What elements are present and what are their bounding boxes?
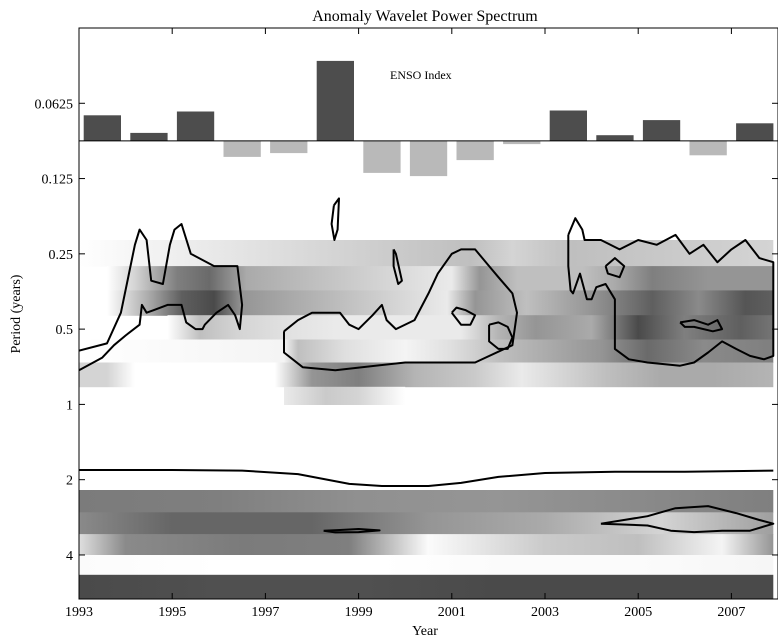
power-band: [167, 315, 774, 340]
significance-contour: [679, 319, 724, 333]
significance-contour: [330, 197, 340, 241]
enso-bar: [456, 140, 494, 161]
significance-contour: [283, 248, 518, 372]
x-tick-label: 2003: [531, 605, 559, 620]
inset-bar-label: ENSO Index: [390, 68, 452, 82]
y-axis-label: Period (years): [9, 274, 24, 353]
enso-bar: [83, 115, 121, 141]
significance-contour: [600, 505, 775, 534]
y-tick-label: 0.125: [42, 173, 74, 188]
power-band: [79, 240, 774, 267]
enso-bar: [363, 140, 401, 173]
power-band: [107, 290, 774, 316]
enso-bar: [642, 120, 681, 141]
x-tick-label: 1999: [345, 605, 373, 620]
enso-bar: [316, 60, 354, 141]
x-tick-label: 2001: [438, 605, 466, 620]
x-axis-label: Year: [412, 624, 438, 638]
significance-contour: [79, 223, 244, 372]
x-tick-label: 2007: [717, 605, 745, 620]
significance-contour: [488, 321, 514, 350]
chart-title: Anomaly Wavelet Power Spectrum: [312, 8, 538, 25]
power-band: [79, 490, 774, 513]
enso-bar: [130, 132, 168, 141]
power-band: [79, 574, 774, 599]
y-tick-label: 0.25: [49, 248, 74, 263]
enso-bar: [689, 140, 727, 156]
power-band: [79, 362, 774, 388]
plot-frame: [78, 27, 778, 600]
y-tick-label: 1: [66, 398, 73, 413]
significance-contour: [79, 469, 774, 487]
enso-bar: [596, 135, 634, 141]
y-tick-label: 4: [66, 549, 73, 564]
enso-bar: [503, 140, 541, 145]
power-band: [79, 555, 774, 576]
enso-bar: [223, 140, 261, 157]
enso-bar: [270, 140, 308, 154]
x-tick-label: 1997: [251, 605, 279, 620]
power-band: [79, 534, 774, 556]
significance-contour: [567, 217, 775, 367]
x-tick-label: 1995: [158, 605, 186, 620]
x-tick-label: 2005: [624, 605, 652, 620]
enso-bar: [176, 111, 215, 141]
significance-contour: [451, 306, 477, 326]
y-tick-label: 0.5: [56, 323, 74, 338]
power-band: [79, 339, 774, 363]
significance-contour: [392, 248, 403, 285]
power-band: [79, 512, 774, 535]
enso-bar: [736, 123, 774, 141]
significance-contour: [323, 528, 381, 534]
y-tick-label: 2: [66, 474, 73, 489]
significance-contour: [604, 257, 626, 279]
power-band: [284, 386, 406, 405]
y-tick-label: 0.0625: [35, 97, 74, 112]
enso-bar: [409, 140, 448, 177]
x-tick-label: 1993: [65, 605, 93, 620]
enso-bar: [549, 110, 587, 141]
